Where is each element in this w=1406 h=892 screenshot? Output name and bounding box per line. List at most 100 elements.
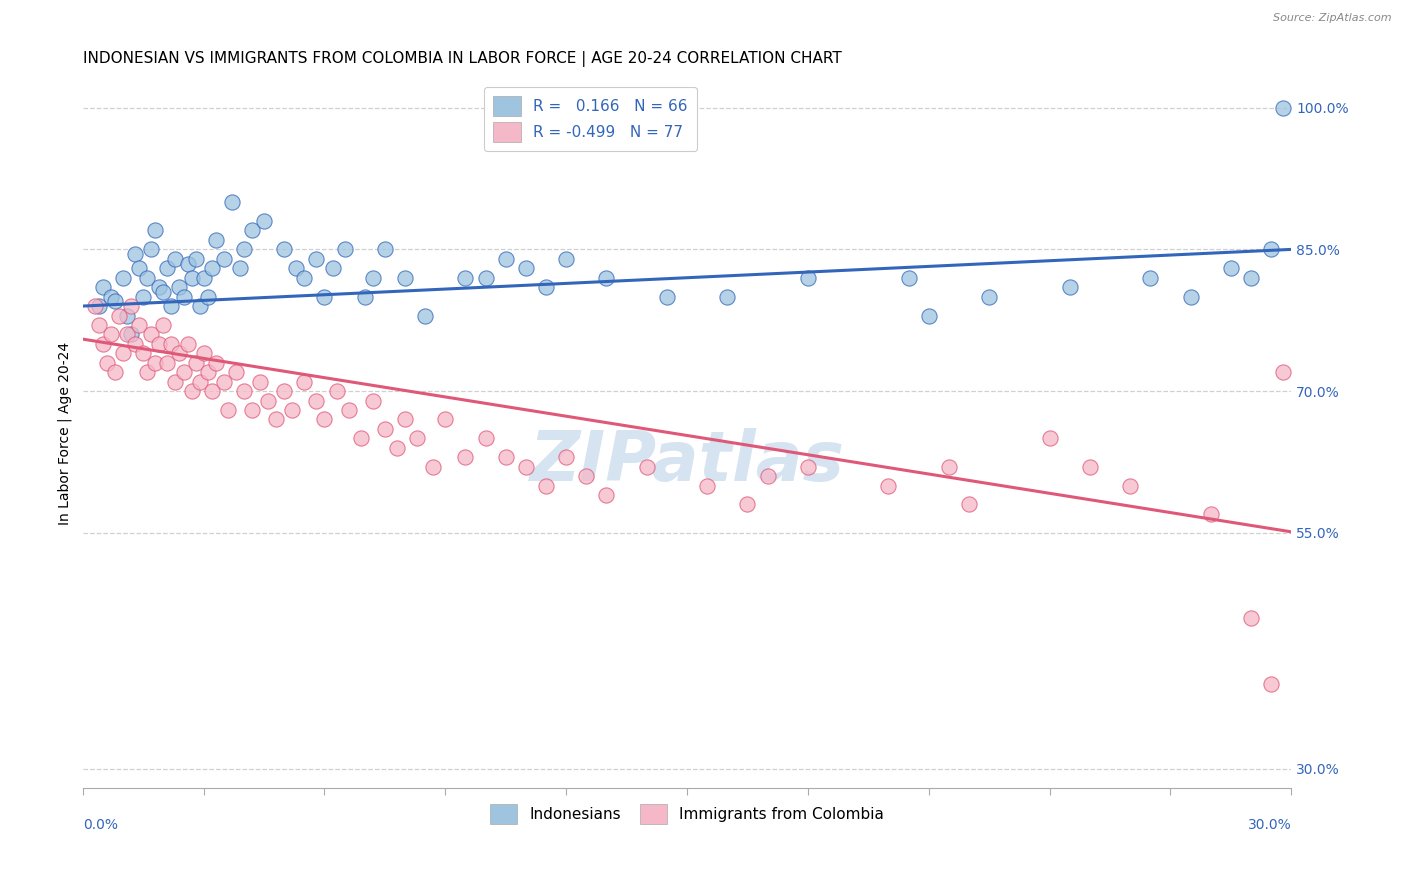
Point <box>201 261 224 276</box>
Point <box>655 290 678 304</box>
Point <box>285 261 308 276</box>
Point <box>136 365 159 379</box>
Point <box>292 270 315 285</box>
Point <box>1119 478 1142 492</box>
Point <box>361 270 384 285</box>
Text: Source: ZipAtlas.com: Source: ZipAtlas.com <box>1274 13 1392 23</box>
Point <box>232 384 254 398</box>
Point <box>87 318 110 332</box>
Point <box>204 233 226 247</box>
Point <box>350 431 373 445</box>
Point <box>1240 270 1263 285</box>
Point <box>394 270 416 285</box>
Point <box>156 261 179 276</box>
Point <box>212 252 235 266</box>
Point <box>184 252 207 266</box>
Point <box>474 270 496 285</box>
Text: INDONESIAN VS IMMIGRANTS FROM COLOMBIA IN LABOR FORCE | AGE 20-24 CORRELATION CH: INDONESIAN VS IMMIGRANTS FROM COLOMBIA I… <box>83 51 842 67</box>
Point <box>1219 261 1241 276</box>
Point <box>515 459 537 474</box>
Point <box>221 195 243 210</box>
Point <box>737 498 759 512</box>
Point <box>152 318 174 332</box>
Point <box>474 431 496 445</box>
Point <box>193 270 215 285</box>
Point <box>1272 365 1295 379</box>
Text: 0.0%: 0.0% <box>83 818 118 832</box>
Point <box>797 459 820 474</box>
Point <box>495 252 517 266</box>
Point <box>534 280 557 294</box>
Point <box>240 403 263 417</box>
Point <box>394 412 416 426</box>
Point <box>979 290 1001 304</box>
Point <box>91 280 114 294</box>
Text: 30.0%: 30.0% <box>1247 818 1291 832</box>
Point <box>454 270 477 285</box>
Point <box>173 365 195 379</box>
Point <box>1260 243 1282 257</box>
Point <box>938 459 960 474</box>
Point <box>305 393 328 408</box>
Point <box>132 290 155 304</box>
Point <box>120 327 142 342</box>
Point <box>292 375 315 389</box>
Point <box>128 261 150 276</box>
Point <box>160 299 183 313</box>
Point <box>156 356 179 370</box>
Point <box>273 384 295 398</box>
Point <box>1180 290 1202 304</box>
Point <box>897 270 920 285</box>
Point <box>124 247 146 261</box>
Point <box>1199 507 1222 521</box>
Point <box>1078 459 1101 474</box>
Point <box>337 403 360 417</box>
Point <box>595 488 617 502</box>
Point <box>555 450 578 465</box>
Point <box>176 336 198 351</box>
Point <box>232 243 254 257</box>
Point <box>100 327 122 342</box>
Point <box>143 223 166 237</box>
Text: ZIPatlas: ZIPatlas <box>530 428 845 495</box>
Point <box>180 270 202 285</box>
Point <box>333 243 356 257</box>
Point <box>1272 101 1295 115</box>
Point <box>575 469 598 483</box>
Point <box>87 299 110 313</box>
Point <box>374 422 396 436</box>
Point <box>120 299 142 313</box>
Point <box>257 393 280 408</box>
Point <box>406 431 429 445</box>
Point <box>225 365 247 379</box>
Point <box>249 375 271 389</box>
Point <box>152 285 174 299</box>
Point <box>756 469 779 483</box>
Point <box>314 290 336 304</box>
Point <box>322 261 344 276</box>
Point <box>454 450 477 465</box>
Point <box>1059 280 1081 294</box>
Point <box>515 261 537 276</box>
Point <box>797 270 820 285</box>
Point <box>165 252 187 266</box>
Point <box>193 346 215 360</box>
Point <box>115 309 138 323</box>
Legend: Indonesians, Immigrants from Colombia: Indonesians, Immigrants from Colombia <box>484 798 890 830</box>
Point <box>1240 611 1263 625</box>
Point <box>188 375 211 389</box>
Point <box>112 270 135 285</box>
Point <box>132 346 155 360</box>
Point <box>212 375 235 389</box>
Point <box>197 290 219 304</box>
Point <box>124 336 146 351</box>
Point <box>184 356 207 370</box>
Point <box>422 459 444 474</box>
Point <box>115 327 138 342</box>
Point <box>314 412 336 426</box>
Point <box>281 403 304 417</box>
Point <box>636 459 658 474</box>
Point <box>273 243 295 257</box>
Point <box>173 290 195 304</box>
Point <box>112 346 135 360</box>
